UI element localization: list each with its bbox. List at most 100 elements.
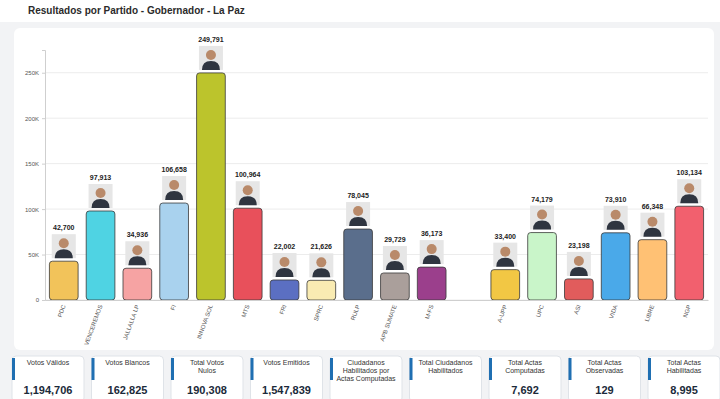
photo-bg [125, 241, 149, 265]
x-tick-label: FRI [278, 304, 287, 315]
card-value: 190,308 [187, 384, 227, 396]
bar [381, 273, 410, 300]
candidate-photo [89, 184, 113, 208]
summary-card: Total ActasComputadas7,692 [489, 356, 561, 399]
candidate-photo [640, 213, 664, 237]
summary-card: Votos Blancos 162,825 [92, 356, 164, 399]
bar [565, 279, 594, 300]
y-tick: 100K [25, 207, 45, 213]
photo-head [427, 244, 437, 254]
photo-head [647, 217, 657, 227]
bar [675, 206, 704, 300]
photo-bg [420, 240, 444, 264]
bar [233, 208, 262, 300]
card-accent [330, 358, 333, 380]
bar [601, 233, 630, 300]
card-value: 129 [595, 384, 613, 396]
data-label: 97,913 [90, 174, 112, 182]
card-value: 7,692 [511, 384, 539, 396]
candidate-photo [162, 176, 186, 200]
bars [49, 73, 703, 300]
card-bg [648, 356, 720, 399]
summary-card: Total CiudadanosHabilitados [410, 356, 482, 399]
card-bg [92, 356, 164, 399]
x-tick: M-FS [424, 300, 435, 320]
photo-head [500, 247, 510, 257]
photo-head [574, 256, 584, 266]
bar [638, 240, 667, 300]
photo-bg [52, 234, 76, 258]
card-accent [171, 358, 174, 380]
bar [528, 233, 557, 300]
data-label: 78,045 [347, 192, 369, 200]
summary-card: Total VotosNulos190,308 [171, 356, 243, 399]
grid-line [45, 163, 708, 164]
x-tick: NGP [682, 300, 692, 318]
data-label: 21,626 [311, 243, 333, 251]
x-tick: FI [170, 300, 178, 311]
summary-card: Votos Emitidos1,547,839 [251, 356, 323, 399]
photo-bg [604, 206, 628, 230]
chart-panel [14, 28, 714, 350]
photo-body [128, 256, 146, 265]
candidate-photo [52, 234, 76, 258]
y-tick-mark [42, 300, 45, 301]
photo-head [169, 180, 179, 190]
x-tick-label: SPRC [313, 303, 325, 321]
card-bg [489, 356, 561, 399]
x-axis-line [46, 300, 709, 301]
photo-head [59, 238, 69, 248]
y-tick-label: 200K [25, 116, 39, 122]
photo-head [132, 245, 142, 255]
data-label: 66,348 [642, 203, 664, 211]
card-accent [12, 358, 15, 380]
header-panel [0, 0, 720, 22]
candidate-photo [236, 181, 260, 205]
photo-body [607, 221, 625, 230]
photo-head [316, 257, 326, 267]
photo-bg [677, 179, 701, 203]
photo-head [611, 210, 621, 220]
candidate-photo [346, 202, 370, 226]
card-label: CiudadanosHabilitados porActas Computada… [336, 359, 396, 383]
photo-head [96, 188, 106, 198]
photo-head [390, 250, 400, 260]
candidate-photo [309, 253, 333, 277]
summary-card: Total ActasObservadas129 [569, 356, 641, 399]
photo-body [533, 221, 551, 230]
card-value: 162,825 [108, 384, 148, 396]
y-tick: 200K [25, 116, 45, 122]
summary-card: Total ActasHabilitadas8,995 [648, 356, 720, 399]
card-label: Votos Válidos [27, 359, 70, 366]
y-tick-label: 0 [36, 297, 40, 303]
data-labels: 42,70097,91334,936106,658249,791100,9642… [53, 36, 702, 251]
photo-head [353, 206, 363, 216]
grid [45, 73, 708, 300]
candidate-photo [530, 206, 554, 230]
x-tick: INNOVA SOL [196, 300, 214, 340]
x-tick: APB SUMATE [379, 300, 398, 342]
page: Resultados por Partido - Gobernador - La… [0, 0, 720, 399]
photo-body [312, 268, 330, 277]
data-label: 36,173 [421, 230, 443, 238]
card-bg [569, 356, 641, 399]
card-label: Votos Blancos [105, 359, 150, 366]
data-label: 23,198 [568, 242, 590, 250]
candidate-photo [677, 179, 701, 203]
bar [123, 268, 152, 300]
data-label: 29,729 [384, 236, 406, 244]
x-axis: PDCVENCEREMOSJALLALLA LPFIINNOVA SOLMTSF… [46, 300, 709, 346]
x-tick-label: MTS [241, 304, 251, 318]
y-tick: 150K [25, 161, 45, 167]
data-label: 249,791 [198, 36, 223, 44]
x-tick-label: LIBRE [644, 304, 656, 322]
candidate-photo [420, 240, 444, 264]
summary-card: Votos Válidos 1,194,706 [12, 356, 84, 399]
y-axis: 050K100K150K200K250K [25, 51, 46, 304]
card-bg [330, 356, 402, 399]
data-label: 22,002 [274, 243, 296, 251]
photo-bg [162, 176, 186, 200]
x-tick-label: VENCEREMOS [83, 304, 103, 346]
y-tick: 0 [36, 297, 45, 303]
card-value: 1,194,706 [24, 384, 73, 396]
